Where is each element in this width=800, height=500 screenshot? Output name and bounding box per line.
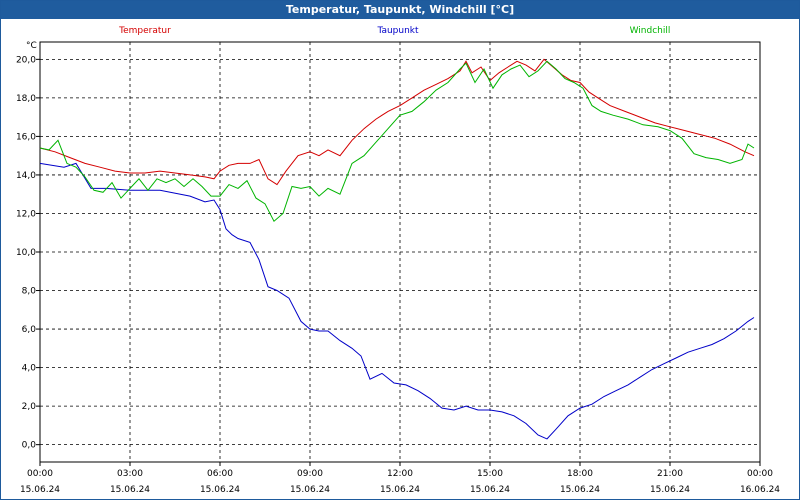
y-tick-label: 6,0 — [22, 325, 37, 335]
x-tick-date-label: 15.06.24 — [110, 485, 150, 495]
x-tick-time-label: 15:00 — [477, 469, 503, 479]
y-tick-label: 18,0 — [16, 94, 36, 104]
x-tick-date-label: 15.06.24 — [650, 485, 690, 495]
x-tick-time-label: 12:00 — [387, 469, 413, 479]
x-tick-time-label: 00:00 — [27, 469, 53, 479]
x-tick-date-label: 15.06.24 — [560, 485, 600, 495]
legend: Temperatur Taupunkt Windchill — [118, 26, 670, 36]
legend-entry-taupunkt: Taupunkt — [376, 26, 419, 36]
x-tick-date-label: 15.06.24 — [200, 485, 240, 495]
series-line-temperatur — [39, 58, 755, 186]
x-tick-date-label: 16.06.24 — [740, 485, 780, 495]
series-line-windchill — [39, 60, 755, 222]
y-tick-label: 8,0 — [22, 287, 37, 297]
plot-frame — [39, 41, 761, 463]
x-tick-time-label: 06:00 — [207, 469, 233, 479]
legend-entry-windchill: Windchill — [630, 26, 671, 36]
x-tick-date-label: 15.06.24 — [380, 485, 420, 495]
y-tick-label: 20,0 — [16, 55, 36, 65]
x-tick-time-label: 21:00 — [657, 469, 683, 479]
series-line-taupunkt — [39, 162, 755, 440]
axes — [36, 41, 761, 466]
y-axis-unit-label: °C — [26, 41, 37, 51]
y-tick-label: 10,0 — [16, 248, 36, 258]
x-tick-time-label: 09:00 — [297, 469, 323, 479]
x-tick-time-label: 03:00 — [117, 469, 143, 479]
x-tick-time-label: 00:00 — [747, 469, 773, 479]
y-tick-label: 12,0 — [16, 209, 36, 219]
y-tick-label: 2,0 — [22, 402, 37, 412]
y-tick-label: 4,0 — [22, 364, 37, 374]
grid-lines — [40, 42, 760, 462]
x-tick-time-label: 18:00 — [567, 469, 593, 479]
x-tick-date-label: 15.06.24 — [470, 485, 510, 495]
x-tick-date-label: 15.06.24 — [290, 485, 330, 495]
x-tick-date-label: 15.06.24 — [20, 485, 60, 495]
y-tick-label: 16,0 — [16, 132, 36, 142]
y-tick-label: 0,0 — [22, 441, 37, 451]
tick-labels: 0,0 2,0 4,0 6,0 8,0 10,0 12,0 14,0 16,0 18,0 20,0 0… — [16, 41, 780, 495]
legend-entry-temperatur: Temperatur — [118, 26, 171, 36]
series-lines — [39, 58, 755, 440]
y-tick-label: 14,0 — [16, 171, 36, 181]
window-title: Temperatur, Taupunkt, Windchill [°C] — [1, 1, 799, 19]
